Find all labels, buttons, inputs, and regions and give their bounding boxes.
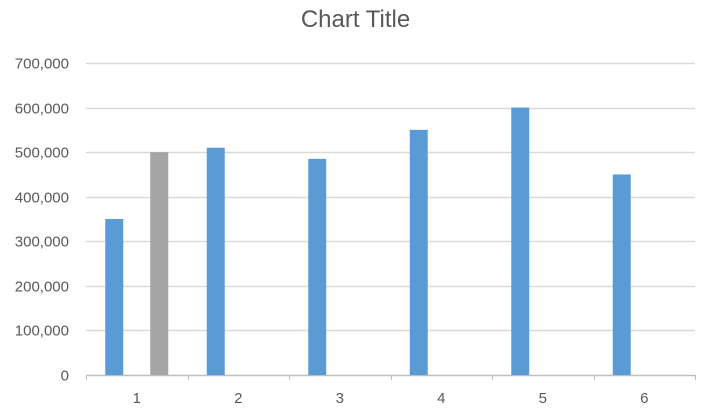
y-tick-label: 300,000 [15,234,69,251]
bar [409,129,428,375]
y-tick-label: 600,000 [15,101,69,118]
y-tick-label: 400,000 [15,190,69,207]
y-tick-label: 0 [61,368,69,385]
x-tick-label: 3 [336,390,344,407]
bar [206,147,225,375]
y-tick-label: 200,000 [15,279,69,296]
y-tick-label: 100,000 [15,323,69,340]
y-tick-label: 700,000 [15,56,69,73]
bar [612,174,631,375]
x-tick-label: 2 [234,390,242,407]
bar [511,107,530,376]
x-tick-label: 6 [640,390,648,407]
x-tick-label: 1 [133,390,141,407]
chart-title: Chart Title [300,6,411,33]
x-tick-label: 5 [539,390,547,407]
bar [105,219,124,375]
x-tick-label: 4 [437,390,445,407]
y-tick-label: 500,000 [15,145,69,162]
bar [150,152,169,375]
bar [308,158,327,375]
